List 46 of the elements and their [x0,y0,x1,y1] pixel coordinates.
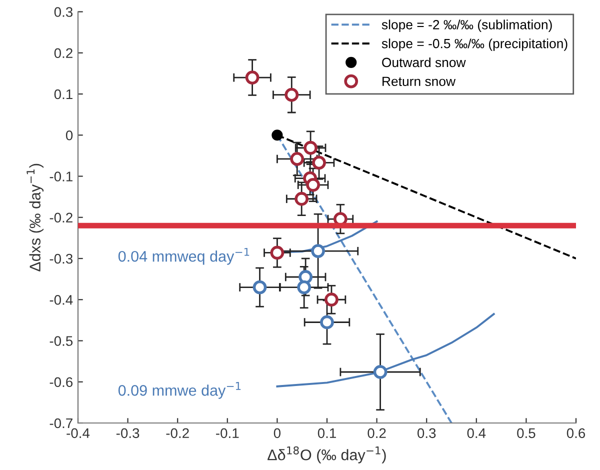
point [297,280,312,294]
x-tick-label: 0.5 [517,428,536,438]
x-axis-title: Δδ$^{18}$O (‰ day$^{−1}$) [268,446,386,464]
point [272,130,283,141]
x-tick-label: 0.1 [318,428,336,438]
y-tick-label: -0.2 [50,212,72,223]
point [245,70,260,84]
x-tick-label: 0.3 [417,428,436,438]
x-tick-label: -0.1 [216,428,239,438]
y-tick-label: 0.3 [54,7,73,17]
point [294,192,309,206]
y-tick-label: -0.1 [50,172,72,182]
point [304,140,318,155]
point [252,280,267,294]
y-tick-label: 0.1 [54,89,72,100]
point [306,178,320,192]
line-series [276,313,495,388]
x-tick-label: -0.2 [166,428,189,438]
x-tick-label: 0.6 [566,428,586,438]
point [298,270,313,284]
y-tick-label: -0.6 [50,377,73,388]
y-tick-label: -0.5 [50,336,73,346]
x-tick-label: -0.3 [116,428,140,438]
point [290,152,304,166]
y-tick-label: -0.7 [50,418,72,428]
x-tick-label: 0.4 [467,428,486,438]
point [324,292,338,307]
x-tick-label: 0 [274,428,281,438]
annotation: 0.09 mmwe day$^{−1}$ [118,382,241,399]
y-tick-label: -0.3 [50,254,73,264]
x-tick-label: -0.4 [66,428,90,438]
y-axis-title: Δdxs (‰ day$^{−1}$) [26,164,44,272]
point [284,88,299,102]
y-tick-label: 0.2 [54,48,72,58]
annotation: 0.04 mmweq day$^{−1}$ [118,248,250,265]
point [373,365,388,379]
legend-label: slope = -0.5 ‰/‰ (precipitation) [382,38,568,51]
x-tick-label: 0.2 [368,428,386,438]
point [320,315,334,330]
point [270,246,284,260]
legend-label: Return snow [382,76,456,86]
y-tick-label: -0.4 [50,294,73,305]
legend-label: slope = -2 ‰/‰ (sublimation) [382,20,552,32]
point [311,244,325,258]
legend-label: Outward snow [382,57,466,68]
y-tick-label: 0 [66,130,73,140]
